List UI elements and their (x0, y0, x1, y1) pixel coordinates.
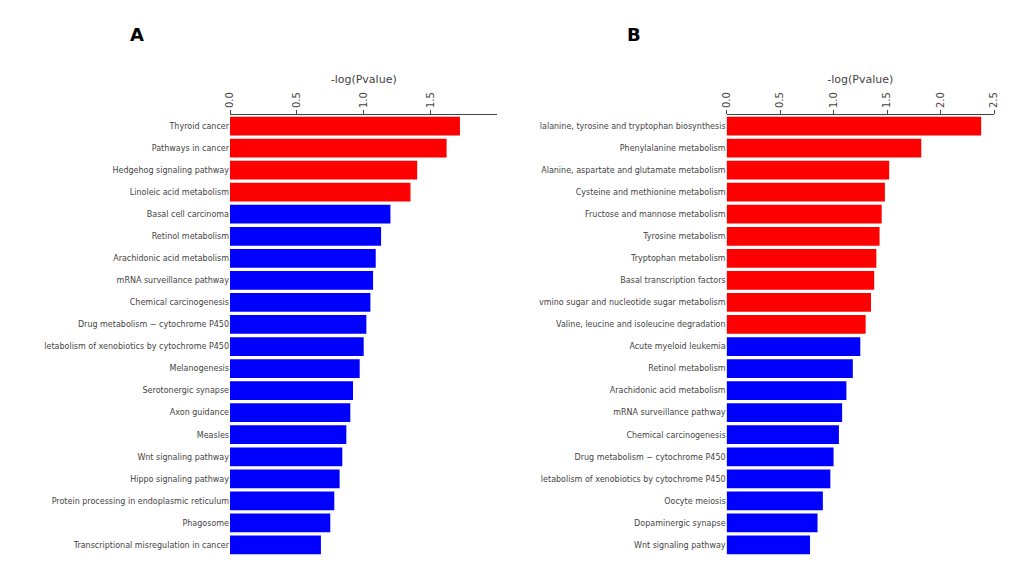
svg-text:Fructose and mannose metabolis: Fructose and mannose metabolism (585, 210, 726, 219)
svg-text:Transcriptional misregulation: Transcriptional misregulation in cancer (73, 541, 230, 550)
svg-text:letabolism of xenobiotics by c: letabolism of xenobiotics by cytochrome … (44, 342, 229, 351)
svg-text:Wnt signaling pathway: Wnt signaling pathway (634, 541, 726, 550)
svg-text:mRNA surveillance pathway: mRNA surveillance pathway (613, 408, 726, 417)
svg-text:Oocyte meiosis: Oocyte meiosis (664, 497, 725, 506)
svg-text:Valine, leucine and isoleucine: Valine, leucine and isoleucine degradati… (556, 320, 725, 329)
svg-text:0.0: 0.0 (721, 92, 732, 108)
svg-text:1.0: 1.0 (358, 92, 369, 108)
svg-text:Serotonergic synapse: Serotonergic synapse (143, 386, 230, 395)
svg-text:Hippo signaling pathway: Hippo signaling pathway (130, 475, 229, 484)
svg-text:1.5: 1.5 (425, 92, 436, 108)
svg-text:Chemical carcinogenesis: Chemical carcinogenesis (130, 298, 229, 307)
svg-text:2.5: 2.5 (988, 92, 999, 108)
svg-text:-log(Pvalue): -log(Pvalue) (827, 73, 893, 86)
svg-text:0.5: 0.5 (774, 92, 785, 108)
svg-text:1.0: 1.0 (828, 92, 839, 108)
svg-text:Hedgehog signaling pathway: Hedgehog signaling pathway (112, 166, 229, 175)
svg-text:-log(Pvalue): -log(Pvalue) (331, 73, 397, 86)
svg-text:Chemical carcinogenesis: Chemical carcinogenesis (626, 431, 725, 440)
svg-text:2.0: 2.0 (935, 92, 946, 108)
svg-text:Retinol metabolism: Retinol metabolism (152, 232, 230, 241)
svg-text:Phenylalanine metabolism: Phenylalanine metabolism (620, 144, 726, 153)
svg-text:Phagosome: Phagosome (182, 519, 229, 528)
svg-text:Retinol metabolism: Retinol metabolism (648, 364, 726, 373)
svg-text:Cysteine and methionine metabo: Cysteine and methionine metabolism (576, 188, 726, 197)
svg-text:0.0: 0.0 (224, 92, 235, 108)
svg-text:Tryptophan metabolism: Tryptophan metabolism (630, 254, 726, 263)
svg-text:Axon guidance: Axon guidance (170, 408, 229, 417)
svg-text:Linoleic acid metabolism: Linoleic acid metabolism (130, 188, 229, 197)
svg-text:A: A (130, 24, 144, 45)
svg-text:Measles: Measles (197, 431, 229, 440)
svg-text:Melanogenesis: Melanogenesis (170, 364, 229, 373)
svg-text:Acute myeloid leukemia: Acute myeloid leukemia (629, 342, 725, 351)
svg-text:Tyrosine metabolism: Tyrosine metabolism (642, 232, 726, 241)
svg-text:Basal transcription factors: Basal transcription factors (620, 276, 725, 285)
svg-text:Arachidonic acid metabolism: Arachidonic acid metabolism (610, 386, 726, 395)
svg-text:Drug metabolism − cytochrome P: Drug metabolism − cytochrome P450 (78, 320, 229, 329)
svg-text:Dopaminergic synapse: Dopaminergic synapse (634, 519, 726, 528)
svg-text:B: B (627, 24, 641, 45)
svg-text:lalanine, tyrosine and tryptop: lalanine, tyrosine and tryptophan biosyn… (540, 122, 726, 131)
svg-text:Pathways in cancer: Pathways in cancer (152, 144, 230, 153)
svg-text:mRNA surveillance pathway: mRNA surveillance pathway (117, 276, 230, 285)
svg-text:vmino sugar and nucleotide sug: vmino sugar and nucleotide sugar metabol… (539, 298, 726, 307)
svg-text:1.5: 1.5 (881, 92, 892, 108)
svg-text:0.5: 0.5 (291, 92, 302, 108)
svg-text:Drug metabolism − cytochrome P: Drug metabolism − cytochrome P450 (575, 453, 726, 462)
svg-text:Arachidonic acid metabolism: Arachidonic acid metabolism (113, 254, 229, 263)
svg-text:Thyroid cancer: Thyroid cancer (168, 122, 229, 131)
svg-text:Protein processing in endoplas: Protein processing in endoplasmic reticu… (52, 497, 230, 506)
svg-text:Basal cell carcinoma: Basal cell carcinoma (147, 210, 229, 219)
svg-text:Alanine, aspartate and glutama: Alanine, aspartate and glutamate metabol… (541, 166, 726, 175)
svg-text:letabolism of xenobiotics by c: letabolism of xenobiotics by cytochrome … (541, 475, 726, 484)
svg-text:Wnt signaling pathway: Wnt signaling pathway (137, 453, 229, 462)
